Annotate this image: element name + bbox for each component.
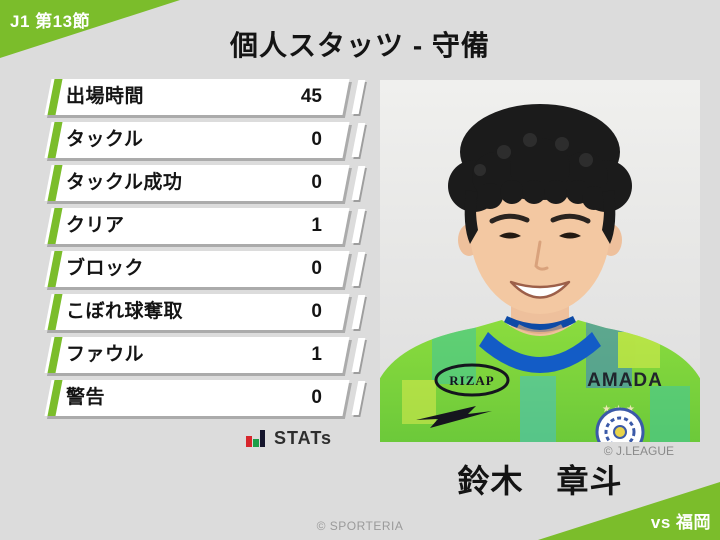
stat-row-slash [351, 209, 366, 243]
stat-row-blocks: ブロック 0 [44, 251, 366, 287]
stat-label: タックル [66, 129, 144, 150]
stat-value: 0 [311, 301, 322, 322]
stat-label: 出場時間 [66, 86, 145, 107]
stat-row-fouls: ファウル 1 [44, 337, 366, 373]
stat-value: 45 [300, 86, 322, 107]
club-crest-icon [595, 407, 645, 442]
stat-row-slash [351, 166, 366, 200]
stat-row-slash [351, 252, 366, 286]
stat-row-slash [351, 295, 366, 329]
bar-chart-icon [246, 430, 266, 447]
stat-value: 0 [311, 387, 322, 408]
stat-label: こぼれ球奪取 [66, 301, 184, 322]
stat-label: タックル成功 [66, 172, 183, 193]
stat-label: ファウル [66, 344, 145, 365]
stat-label: 警告 [66, 387, 106, 408]
stat-row-slash [351, 381, 366, 415]
jersey-sponsor-amada: AMADA [587, 370, 663, 391]
stat-label: クリア [66, 215, 125, 236]
stat-row-clearances: クリア 1 [44, 208, 366, 244]
stat-row-slash [351, 80, 366, 114]
photo-credit: © J.LEAGUE [603, 444, 674, 458]
stats-list: 出場時間 45 タックル 0 タックル成功 0 クリア 1 [44, 79, 366, 423]
svg-text:AMADA: AMADA [587, 370, 663, 391]
stats-brand-label: STATs [274, 428, 332, 448]
stat-value: 0 [311, 129, 322, 150]
jersey-sponsor-rizap: RIZAP [434, 363, 510, 397]
stat-value: 1 [311, 344, 322, 365]
player-photo: RIZAP AMADA ★★★ [380, 80, 700, 442]
stats-brand-logo: STATs [246, 427, 332, 447]
stat-row-loose-ball-recoveries: こぼれ球奪取 0 [44, 294, 366, 330]
stat-row-slash [351, 123, 366, 157]
stat-label: ブロック [66, 258, 145, 279]
jersey-maker-logo [416, 406, 492, 428]
stat-row-cautions: 警告 0 [44, 380, 366, 416]
stat-row-tackles-won: タックル成功 0 [44, 165, 366, 201]
stat-row-playing-time: 出場時間 45 [44, 79, 366, 115]
round-badge-label: J1 第13節 [10, 12, 91, 31]
stat-value: 0 [311, 258, 322, 279]
page-title: 個人スタッツ - 守備 [230, 30, 490, 61]
site-credit: © SPORTERIA [316, 519, 404, 533]
opponent-badge-label: vs 福岡 [650, 513, 711, 532]
svg-text:RIZAP: RIZAP [449, 373, 494, 388]
stat-value: 0 [311, 172, 322, 193]
stat-row-tackles: タックル 0 [44, 122, 366, 158]
stat-row-slash [351, 338, 366, 372]
player-name: 鈴木 章斗 [457, 463, 623, 499]
stat-value: 1 [311, 215, 322, 236]
